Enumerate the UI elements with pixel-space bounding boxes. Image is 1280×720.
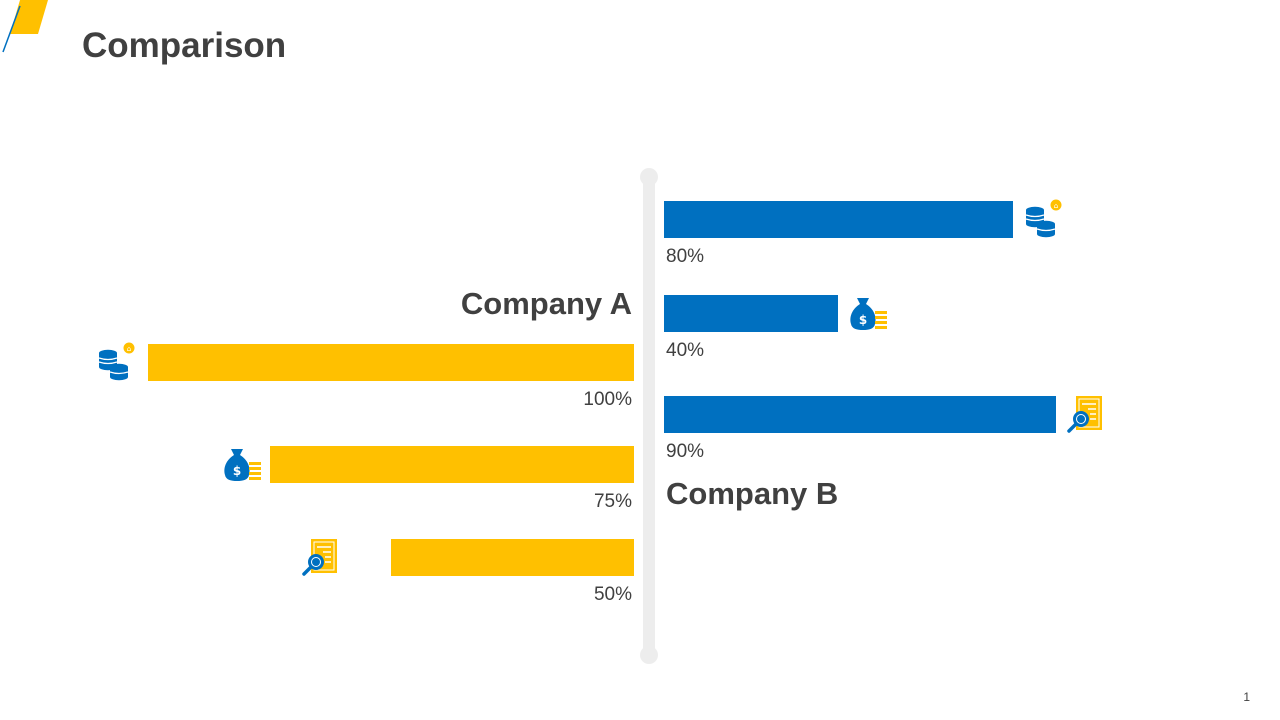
bar-value-label: 50%	[593, 584, 632, 605]
money-bag-icon: $	[222, 443, 262, 485]
bar-value-label: 90%	[666, 441, 705, 462]
company-a-bar	[148, 344, 634, 381]
corner-decoration	[2, 0, 48, 53]
axis-bottom-cap	[640, 646, 658, 664]
page-number: 1	[1243, 690, 1250, 704]
bar-value-label: 75%	[593, 491, 632, 512]
svg-text:⌂: ⌂	[127, 345, 131, 353]
company-a-bar	[269, 446, 634, 483]
coins-icon: ⌂	[1023, 198, 1063, 240]
axis-top-cap	[640, 168, 658, 186]
svg-text:$: $	[859, 313, 867, 327]
company-b-label: Company B	[666, 476, 839, 511]
bar-value-label: 40%	[666, 340, 705, 361]
center-axis	[643, 177, 655, 655]
money-bag-icon: $	[848, 292, 888, 334]
company-b-bar	[664, 396, 1057, 433]
coins-icon: ⌂	[96, 341, 136, 383]
company-a-label: Company A	[460, 286, 632, 321]
company-a-bar	[391, 539, 634, 576]
svg-text:$: $	[232, 464, 240, 478]
bar-value-label: 80%	[666, 246, 705, 267]
svg-text:⌂: ⌂	[1054, 202, 1058, 210]
document-search-icon	[301, 536, 341, 578]
slide-title: Comparison	[82, 26, 287, 65]
bar-value-label: 100%	[583, 389, 632, 410]
company-b-bar	[664, 295, 839, 332]
document-search-icon	[1066, 393, 1106, 435]
company-b-bar	[664, 201, 1013, 238]
